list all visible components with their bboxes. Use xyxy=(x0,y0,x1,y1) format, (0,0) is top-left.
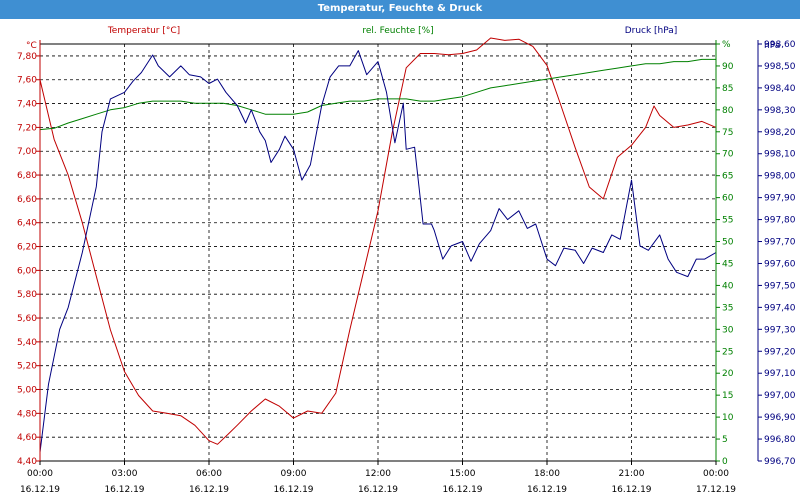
humidity-tick-label: 5 xyxy=(722,435,728,445)
temperature-tick-label: 7,40 xyxy=(17,100,37,110)
x-tick-date-label: 16.12.19 xyxy=(189,485,229,495)
pressure-tick-label: 997,90 xyxy=(764,194,796,204)
pressure-tick-label: 997,10 xyxy=(764,369,796,379)
humidity-tick-label: 30 xyxy=(722,325,734,335)
x-tick-date-label: 16.12.19 xyxy=(273,485,313,495)
pressure-unit-label: hPa xyxy=(764,41,780,51)
legend-label: rel. Feuchte [%] xyxy=(362,26,433,36)
x-tick-time-label: 09:00 xyxy=(281,469,307,479)
x-tick-time-label: 21:00 xyxy=(619,469,645,479)
temperature-tick-label: 7,80 xyxy=(17,52,37,62)
series-layer xyxy=(39,37,717,453)
pressure-tick-label: 997,80 xyxy=(764,216,796,226)
pressure-tick-label: 998,20 xyxy=(764,128,796,138)
temperature-tick-label: 5,20 xyxy=(17,362,37,372)
pressure-tick-label: 998,40 xyxy=(764,84,796,94)
pressure-tick-label: 998,00 xyxy=(764,172,796,182)
x-tick-time-label: 12:00 xyxy=(365,469,391,479)
x-tick-date-label: 16.12.19 xyxy=(611,485,651,495)
humidity-tick-label: 60 xyxy=(722,194,734,204)
pressure-tick-label: 996,70 xyxy=(764,457,796,467)
axis-layer: 4,40 4,60 4,80 5,00 5,20 5,40 5,60 5,80 6,00 6,20… xyxy=(17,40,796,495)
temperature-tick-label: 6,20 xyxy=(17,243,37,253)
humidity-tick-label: 15 xyxy=(722,391,733,401)
temperature-tick-label: 4,80 xyxy=(17,409,37,419)
humidity-tick-label: 10 xyxy=(722,413,734,423)
x-tick-time-label: 00:00 xyxy=(703,469,729,479)
humidity-tick-label: 80 xyxy=(722,106,734,116)
humidity-tick-label: 25 xyxy=(722,347,733,357)
humidity-tick-label: 35 xyxy=(722,303,733,313)
humidity-tick-label: 85 xyxy=(722,84,733,94)
temperature-tick-label: 6,60 xyxy=(17,195,37,205)
humidity-tick-label: % xyxy=(722,40,731,50)
x-tick-time-label: 18:00 xyxy=(534,469,560,479)
x-tick-date-label: 16.12.19 xyxy=(20,485,60,495)
chart-title: Temperatur, Feuchte & Druck xyxy=(0,0,800,19)
x-tick-time-label: 06:00 xyxy=(196,469,222,479)
legend-label: Druck [hPa] xyxy=(625,26,678,36)
temperature-tick-label: 6,00 xyxy=(17,266,37,276)
legend-label: Temperatur [°C] xyxy=(107,26,180,36)
pressure-tick-label: 998,50 xyxy=(764,62,796,72)
pressure-tick-label: 997,40 xyxy=(764,303,796,313)
humidity-tick-label: 90 xyxy=(722,62,734,72)
temperature-tick-label: 4,40 xyxy=(17,457,37,467)
x-tick-time-label: 00:00 xyxy=(27,469,53,479)
pressure-tick-label: 996,80 xyxy=(764,435,796,445)
humidity-series-line xyxy=(39,58,716,131)
humidity-tick-label: 0 xyxy=(722,457,728,467)
x-tick-time-label: 15:00 xyxy=(450,469,476,479)
temperature-tick-label: 5,40 xyxy=(17,338,37,348)
x-tick-date-label: 16.12.19 xyxy=(527,485,567,495)
temperature-tick-label: 4,60 xyxy=(17,433,37,443)
temperature-tick-label: 7,20 xyxy=(17,123,37,133)
humidity-tick-label: 75 xyxy=(722,128,733,138)
x-tick-date-label: 16.12.19 xyxy=(104,485,144,495)
humidity-tick-label: 20 xyxy=(722,369,734,379)
pressure-tick-label: 997,20 xyxy=(764,347,796,357)
humidity-tick-label: 50 xyxy=(722,238,734,248)
pressure-tick-label: 996,90 xyxy=(764,413,796,423)
pressure-tick-label: 997,70 xyxy=(764,238,796,248)
humidity-tick-label: 65 xyxy=(722,172,733,182)
pressure-tick-label: 998,60 xyxy=(764,40,796,50)
pressure-tick-label: 997,60 xyxy=(764,259,796,269)
humidity-tick-label: 40 xyxy=(722,281,734,291)
legend-layer: Temperatur [°C] rel. Feuchte [%] Druck [hP… xyxy=(107,26,677,36)
temperature-tick-label: 5,60 xyxy=(17,314,37,324)
x-tick-date-label: 16.12.19 xyxy=(442,485,482,495)
x-tick-date-label: 16.12.19 xyxy=(358,485,398,495)
temperature-tick-label: 6,80 xyxy=(17,171,37,181)
temperature-tick-label: 7,60 xyxy=(17,76,37,86)
temperature-tick-label: 7,00 xyxy=(17,147,37,157)
pressure-tick-label: 997,50 xyxy=(764,281,796,291)
x-tick-time-label: 03:00 xyxy=(112,469,138,479)
pressure-series-line xyxy=(39,50,717,453)
pressure-tick-label: 998,30 xyxy=(764,106,796,116)
temperature-tick-label: 6,40 xyxy=(17,219,37,229)
humidity-tick-label: 70 xyxy=(722,150,734,160)
pressure-tick-label: 997,00 xyxy=(764,391,796,401)
temperature-series-line xyxy=(39,37,717,445)
temperature-unit-label: °C xyxy=(26,41,37,51)
humidity-tick-label: 45 xyxy=(722,259,733,269)
pressure-tick-label: 997,30 xyxy=(764,325,796,335)
temperature-tick-label: 5,00 xyxy=(17,386,37,396)
temperature-tick-label: 5,80 xyxy=(17,290,37,300)
x-tick-date-label: 17.12.19 xyxy=(696,485,736,495)
humidity-tick-label: 55 xyxy=(722,216,733,226)
pressure-tick-label: 998,10 xyxy=(764,150,796,160)
